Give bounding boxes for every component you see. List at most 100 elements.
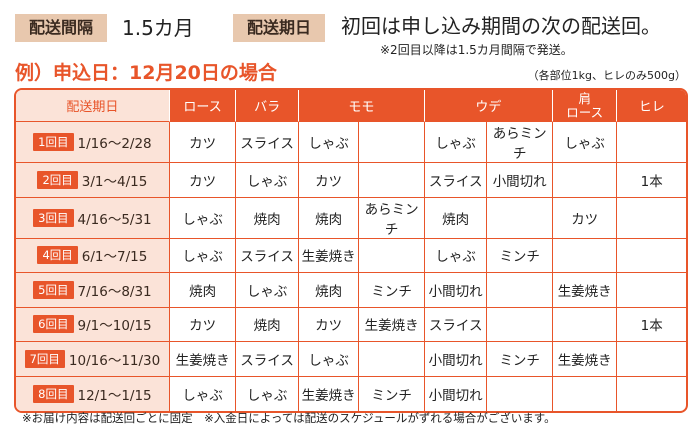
table-cell: 生姜焼き [359,307,425,342]
table-cell: カツ [169,307,237,342]
table-cell: 小間切れ [425,376,488,411]
delivery-number-badge: 6回目 [33,315,74,334]
delivery-number-badge: 4回目 [37,246,78,265]
table-row: 1回目 1/16〜2/28 カツ スライス しゃぶ しゃぶ あらミンチ しゃぶ [16,122,686,163]
table-cell: しゃぶ [298,342,360,377]
table-cell: あらミンチ [359,197,425,239]
table-cell: 焼肉 [236,197,299,239]
table-cell: スライス [236,122,299,163]
table-cell: ミンチ [359,273,425,308]
table-cell [617,122,686,163]
schedule-table: 配送期日 ロース バラ モモ ウデ 肩 ロース ヒレ 1回目 1/16〜2/28 カ… [14,88,688,413]
table-cell: 焼肉 [298,197,360,239]
delivery-period: 2回目 3/1〜4/15 [16,163,170,198]
delivery-period: 1回目 1/16〜2/28 [16,122,170,163]
table-cell [617,342,686,377]
table-cell: 生姜焼き [552,273,618,308]
table-cell [617,198,686,239]
table-cell [359,238,425,273]
delivery-period: 5回目 7/16〜8/31 [16,273,170,308]
delivery-number-badge: 2回目 [37,170,78,189]
table-cell [617,273,686,308]
table-cell: 生姜焼き [299,376,360,411]
interval-label: 配送間隔 [15,14,107,42]
hire-header: ヒレ [617,90,686,122]
table-cell: しゃぶ [236,376,299,411]
table-cell: 1本 [617,163,686,198]
example-title: 例）申込日：12月20日の場合 [15,62,277,84]
table-cell: 小間切れ [424,342,488,377]
table-cell: カツ [169,163,237,198]
table-row: 3回目 4/16〜5/31 しゃぶ 焼肉 焼肉 あらミンチ 焼肉 カツ [16,197,686,239]
delivery-date-range: 12/1〜1/15 [77,387,152,404]
delivery-number-badge: 7回目 [24,349,65,368]
table-cell [487,376,553,411]
table-cell: 生姜焼き [169,342,237,377]
table-cell: カツ [552,197,618,239]
delivery-date-range: 7/16〜8/31 [77,283,152,300]
table-cell: しゃぶ [424,238,488,273]
table-cell: しゃぶ [170,376,237,411]
table-cell [552,238,618,273]
table-cell [487,197,553,239]
table-cell: カツ [169,122,237,163]
table-cell: スライス [236,238,299,273]
period-value: 初回は申し込み期間の次の配送回。 [341,14,661,38]
table-cell [487,307,553,342]
delivery-period: 7回目 10/16〜11/30 [16,342,170,377]
table-cell [552,163,618,198]
footer-note: ※お届け内容は配送回ごとに固定 ※入金日によっては配送のスケジュールがずれる場合… [22,411,556,425]
delivery-date-range: 3/1〜4/15 [81,173,148,190]
delivery-number-badge: 1回目 [33,133,74,151]
table-cell: 小間切れ [424,273,488,308]
table-cell: ミンチ [487,342,553,377]
table-cell [553,376,618,411]
period-header: 配送期日 [16,90,170,122]
table-row: 4回目 6/1〜7/15 しゃぶ スライス 生姜焼き しゃぶ ミンチ [16,238,686,273]
table-cell: 焼肉 [424,197,488,239]
belly-header: バラ [236,90,299,122]
table-cell: 焼肉 [298,273,360,308]
table-cell: あらミンチ [487,122,553,163]
weight-note: （各部位1kg、ヒレのみ500g） [527,69,686,82]
table-cell: しゃぶ [169,238,237,273]
table-cell [359,163,425,198]
table-cell: カツ [298,163,360,198]
table-cell: 焼肉 [169,273,237,308]
table-cell [359,342,425,377]
table-cell: 生姜焼き [552,342,618,377]
table-row: 2回目 3/1〜4/15 カツ しゃぶ カツ スライス 小間切れ 1本 [16,163,686,198]
table-cell [359,122,425,163]
table-cell: ミンチ [487,238,553,273]
delivery-period: 4回目 6/1〜7/15 [16,238,170,273]
table-row: 7回目 10/16〜11/30 生姜焼き スライス しゃぶ 小間切れ ミンチ 生姜焼き [16,342,686,377]
period-label: 配送期日 [233,14,325,42]
table-cell: スライス [424,307,488,342]
delivery-period: 8回目 12/1〜1/15 [16,376,170,411]
kata-loin-header: 肩 ロース [552,90,618,122]
table-cell [617,377,686,412]
table-row: 5回目 7/16〜8/31 焼肉 しゃぶ 焼肉 ミンチ 小間切れ 生姜焼き [16,273,686,308]
table-cell: しゃぶ [424,122,488,163]
period-note: ※2回目以降は1.5カ月間隔で発送。 [380,43,573,57]
table-cell: 焼肉 [236,307,299,342]
delivery-number-badge: 3回目 [33,208,74,227]
delivery-date-range: 4/16〜5/31 [77,211,152,228]
table-cell: しゃぶ [298,122,360,163]
table-cell: 生姜焼き [298,238,360,273]
table-cell: スライス [424,163,488,198]
loin-header: ロース [169,90,237,122]
delivery-number-badge: 8回目 [33,384,74,403]
table-cell: しゃぶ [169,197,237,239]
table-cell: 1本 [617,308,686,342]
delivery-date-range: 9/1〜10/15 [77,318,152,335]
table-cell [552,307,618,342]
table-cell: しゃぶ [236,273,299,308]
kata-line2: ロース [566,104,604,120]
table-cell: 小間切れ [487,163,553,198]
table-cell [487,273,553,308]
kata-line1: 肩 [578,90,591,106]
table-cell: スライス [236,342,299,377]
table-cell [617,239,686,273]
table-row: 8回目 12/1〜1/15 しゃぶ しゃぶ 生姜焼き ミンチ 小間切れ [16,376,686,412]
